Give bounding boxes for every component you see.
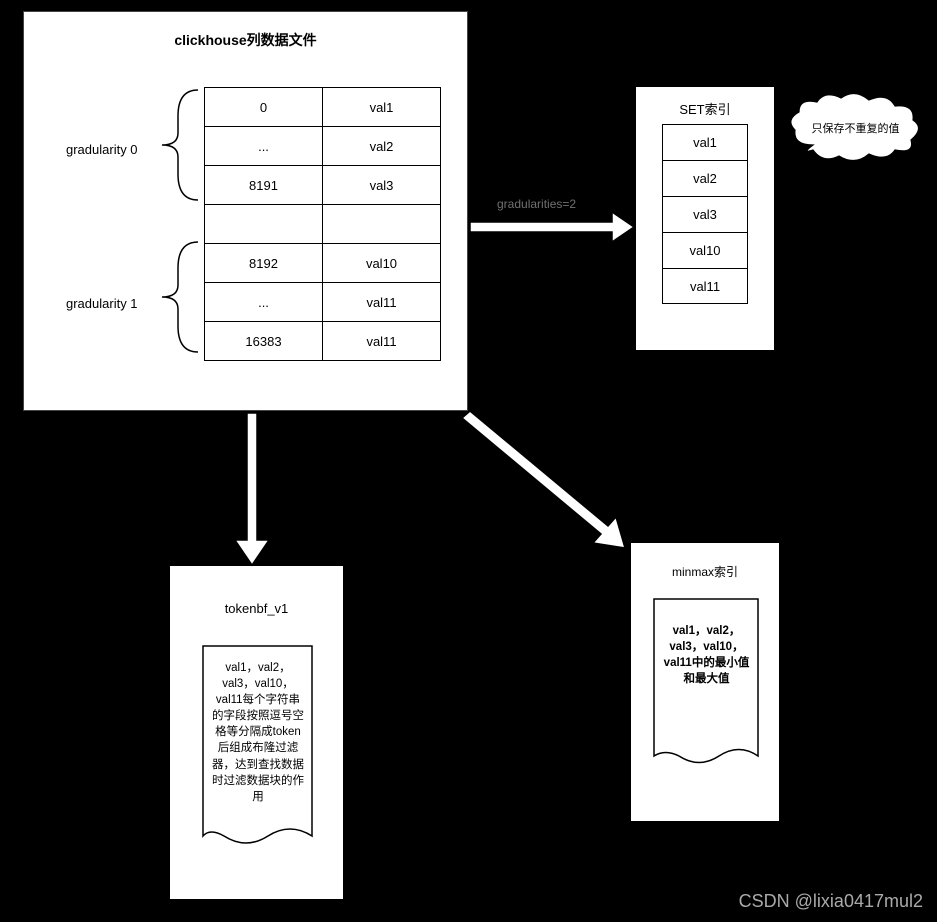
brace-1-icon [150,240,200,354]
brace-0-icon [150,88,200,202]
set-item: val2 [662,160,748,196]
cell-val: val2 [323,127,441,166]
set-index-list: val1 val2 val3 val10 val11 [662,124,748,304]
cell-val: val11 [323,283,441,322]
cell-idx: 8192 [205,244,323,283]
tokenbf-body: val1，val2，val3，val10，val11每个字符串的字段按照逗号空格… [203,648,313,817]
cell-val [323,205,441,244]
cell-val: val10 [323,244,441,283]
tokenbf-title: tokenbf_v1 [170,566,343,626]
set-item: val11 [662,268,748,304]
cloud-text: 只保存不重复的值 [783,120,928,136]
cloud-note: 只保存不重复的值 [783,90,928,170]
clickhouse-data-file-box: clickhouse列数据文件 gradularity 0 gradularit… [23,11,468,411]
granularity-0-label: gradularity 0 [66,142,138,157]
cell-val: val11 [323,322,441,361]
cell-idx: 16383 [205,322,323,361]
edge-label-granularities: gradularities=2 [497,197,576,211]
minmax-body: val1，val2，val3，val10，val11中的最小值和最大值 [654,611,759,699]
data-table: 0val1 ...val2 8191val3 8192val10 ...val1… [204,87,441,361]
arrow-to-minmax-icon [462,411,625,548]
table-row: 16383val11 [205,322,441,361]
set-index-title: SET索引 [636,87,774,124]
cell-idx: 0 [205,88,323,127]
minmax-title: minmax索引 [631,543,779,590]
table-row: 0val1 [205,88,441,127]
set-item: val1 [662,124,748,160]
watermark: CSDN @lixia0417mul2 [739,891,923,912]
arrow-to-tokenbf-icon [235,413,269,565]
set-item: val3 [662,196,748,232]
table-row: 8192val10 [205,244,441,283]
set-item: val10 [662,232,748,268]
cell-val: val1 [323,88,441,127]
cell-idx: ... [205,283,323,322]
set-index-box: SET索引 val1 val2 val3 val10 val11 [635,86,775,351]
arrow-to-set-icon [470,212,634,242]
table-row: ...val11 [205,283,441,322]
granularity-1-label: gradularity 1 [66,296,138,311]
tokenbf-box: tokenbf_v1 val1，val2，val3，val10，val11每个字… [169,565,344,900]
cell-idx: 8191 [205,166,323,205]
table-row: 8191val3 [205,166,441,205]
cell-val: val3 [323,166,441,205]
cell-idx: ... [205,127,323,166]
table-row: ...val2 [205,127,441,166]
minmax-box: minmax索引 val1，val2，val3，val10，val11中的最小值… [630,542,780,822]
cell-idx [205,205,323,244]
main-title: clickhouse列数据文件 [24,30,467,50]
table-row-spacer [205,205,441,244]
